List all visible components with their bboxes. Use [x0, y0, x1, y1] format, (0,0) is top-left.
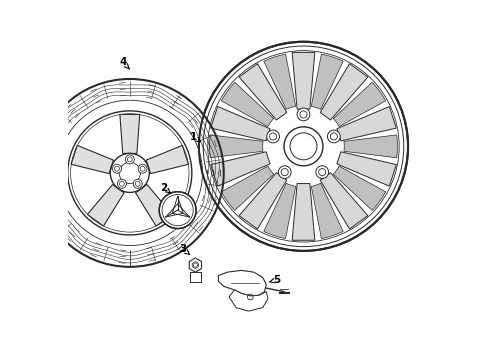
Polygon shape: [136, 185, 172, 226]
Polygon shape: [264, 183, 295, 239]
Circle shape: [36, 79, 224, 267]
Polygon shape: [221, 82, 274, 127]
Polygon shape: [333, 82, 386, 127]
Circle shape: [267, 130, 279, 143]
Polygon shape: [344, 135, 397, 158]
Polygon shape: [211, 152, 270, 186]
Polygon shape: [239, 173, 287, 229]
Polygon shape: [229, 290, 268, 311]
Polygon shape: [337, 107, 396, 141]
Polygon shape: [219, 270, 266, 296]
Circle shape: [138, 164, 147, 173]
Polygon shape: [146, 145, 189, 174]
Polygon shape: [311, 54, 343, 109]
Text: 1: 1: [190, 132, 201, 143]
Text: 2: 2: [161, 183, 171, 193]
Circle shape: [327, 130, 340, 143]
Polygon shape: [292, 184, 315, 240]
Polygon shape: [337, 152, 396, 186]
Polygon shape: [71, 145, 114, 174]
Circle shape: [297, 108, 310, 121]
Polygon shape: [320, 173, 368, 229]
Circle shape: [159, 192, 196, 229]
Circle shape: [316, 166, 329, 179]
Polygon shape: [120, 114, 140, 153]
Polygon shape: [292, 53, 315, 109]
Polygon shape: [311, 183, 343, 239]
Circle shape: [278, 166, 291, 179]
FancyBboxPatch shape: [190, 272, 201, 282]
Polygon shape: [211, 107, 270, 141]
Text: 5: 5: [270, 275, 280, 285]
Circle shape: [133, 179, 142, 188]
Circle shape: [118, 179, 126, 188]
Polygon shape: [210, 135, 263, 158]
Circle shape: [193, 263, 197, 267]
Polygon shape: [189, 258, 201, 272]
Text: 3: 3: [179, 244, 190, 255]
Text: 4: 4: [119, 57, 129, 69]
Circle shape: [113, 164, 122, 173]
Polygon shape: [333, 166, 386, 210]
Polygon shape: [221, 166, 274, 210]
Polygon shape: [239, 64, 287, 120]
Polygon shape: [264, 54, 295, 109]
Circle shape: [125, 155, 134, 164]
Polygon shape: [320, 64, 368, 120]
Circle shape: [199, 42, 408, 251]
Polygon shape: [87, 185, 124, 226]
